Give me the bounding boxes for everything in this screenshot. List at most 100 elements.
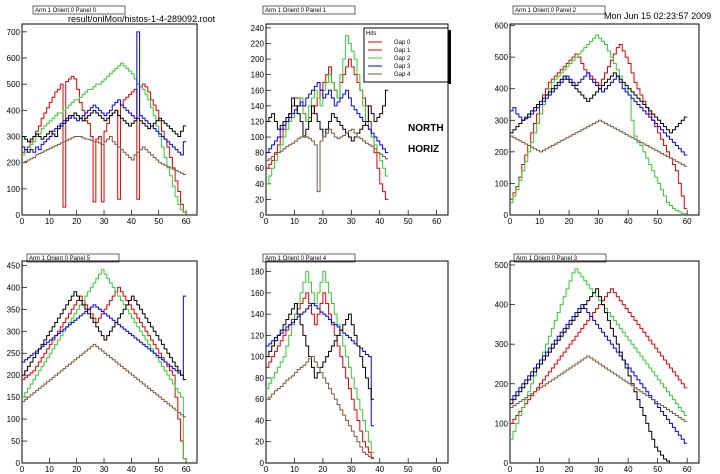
y-tick-label: 60 — [255, 395, 264, 404]
y-tick-label: 300 — [7, 327, 21, 336]
horiz-annotation: HORIZ — [408, 144, 439, 155]
y-tick-label: 120 — [251, 331, 265, 340]
y-tick-label: 80 — [255, 374, 264, 383]
series-brown — [266, 128, 389, 193]
x-tick-label: 60 — [683, 217, 692, 226]
x-tick-label: 30 — [100, 217, 109, 226]
y-tick-label: 120 — [251, 117, 265, 126]
series-brown — [22, 136, 187, 175]
x-tick-label: 40 — [624, 465, 633, 474]
timestamp-label: Mon Jun 15 02:23:57 2009 — [604, 11, 711, 21]
panel-title: Arm 1 Orient 0 Panel 3 — [516, 256, 578, 262]
y-tick-label: 20 — [255, 195, 264, 204]
x-tick-label: 30 — [347, 465, 356, 474]
x-tick-label: 0 — [508, 217, 513, 226]
panel-title-box — [26, 253, 120, 263]
y-tick-label: 200 — [251, 55, 265, 64]
series-blue — [510, 72, 688, 156]
x-tick-label: 0 — [264, 217, 269, 226]
y-tick-label: 180 — [251, 268, 265, 277]
y-tick-label: 0 — [260, 211, 265, 220]
panel-title-box — [262, 253, 356, 263]
y-tick-label: 100 — [495, 419, 509, 428]
y-tick-label: 400 — [495, 301, 509, 310]
panel-title-box — [262, 5, 356, 15]
series-black — [22, 291, 187, 381]
series-brown — [22, 343, 187, 418]
x-tick-label: 10 — [535, 465, 544, 474]
series-red — [266, 292, 375, 459]
x-tick-label: 0 — [264, 465, 269, 474]
legend-entry: Gap 2 — [394, 56, 411, 62]
x-tick-label: 50 — [653, 217, 662, 226]
x-tick-label: 60 — [432, 465, 441, 474]
y-tick-label: 100 — [495, 179, 509, 188]
plot-frame — [265, 260, 449, 464]
plot-frame — [21, 23, 198, 216]
y-tick-label: 80 — [255, 149, 264, 158]
series-green — [266, 271, 375, 453]
x-tick-label: 20 — [565, 217, 574, 226]
legend-entry: Gap 0 — [394, 40, 411, 46]
x-tick-label: 50 — [404, 465, 413, 474]
panel-5: Arm 1 Orient 0 Panel 3 0 100 200 300 400 500 0 1… — [495, 253, 700, 474]
x-tick-label: 0 — [20, 217, 25, 226]
x-tick-label: 30 — [347, 217, 356, 226]
plot-frame — [509, 23, 700, 216]
y-tick-label: 300 — [7, 133, 21, 142]
y-tick-label: 140 — [251, 310, 265, 319]
y-tick-label: 700 — [7, 28, 21, 37]
y-tick-label: 200 — [7, 371, 21, 380]
y-tick-label: 350 — [7, 305, 21, 314]
x-tick-label: 40 — [127, 465, 136, 474]
panel-title: Arm 1 Orient 0 Panel 1 — [265, 8, 327, 14]
series-blue — [266, 303, 375, 427]
y-tick-label: 240 — [251, 24, 265, 33]
series-blue — [22, 31, 187, 156]
legend-entry: Gap 4 — [394, 72, 411, 78]
y-tick-label: 600 — [495, 22, 509, 31]
x-tick-label: 10 — [290, 217, 299, 226]
panel-2: Arm 1 Orient 0 Panel 2010020030040050060… — [495, 5, 700, 226]
series-green — [510, 34, 688, 214]
y-tick-label: 300 — [495, 116, 509, 125]
x-tick-label: 10 — [535, 217, 544, 226]
panel-4: Arm 1 Orient 0 Panel 4 0 20 40 60 80 100 120 140… — [251, 253, 449, 474]
north-annotation: NORTH — [408, 123, 444, 134]
y-tick-label: 150 — [7, 393, 21, 402]
series-black — [510, 72, 688, 134]
legend: Hits Gap 0 Gap 1 Gap 2 Gap 3 Gap 4 — [363, 27, 451, 84]
y-tick-label: 0 — [504, 459, 509, 468]
series-brown — [510, 119, 688, 167]
y-tick-label: 100 — [7, 185, 21, 194]
x-tick-label: 20 — [318, 465, 327, 474]
y-tick-label: 20 — [255, 438, 264, 447]
x-tick-label: 40 — [375, 217, 384, 226]
y-tick-label: 400 — [7, 106, 21, 115]
y-tick-label: 40 — [255, 180, 264, 189]
x-tick-label: 60 — [182, 217, 191, 226]
series-green — [22, 269, 187, 460]
x-tick-label: 60 — [683, 465, 692, 474]
x-tick-label: 40 — [375, 465, 384, 474]
x-tick-label: 0 — [20, 465, 25, 474]
x-tick-label: 20 — [318, 217, 327, 226]
y-tick-label: 180 — [251, 71, 265, 80]
y-tick-label: 100 — [251, 353, 265, 362]
x-tick-label: 20 — [72, 465, 81, 474]
y-tick-label: 200 — [495, 148, 509, 157]
y-tick-label: 220 — [251, 39, 265, 48]
file-path-label: result/onlMon/histos-1-4-289092.root — [68, 14, 216, 24]
y-tick-label: 300 — [495, 340, 509, 349]
legend-entry: Gap 1 — [394, 48, 411, 54]
y-tick-label: 0 — [504, 211, 509, 220]
x-tick-label: 50 — [154, 465, 163, 474]
y-tick-label: 40 — [255, 416, 264, 425]
y-tick-label: 200 — [7, 159, 21, 168]
x-tick-label: 10 — [45, 465, 54, 474]
panel-title: Arm 1 Orient 0 Panel 4 — [265, 256, 327, 262]
plot-frame — [21, 260, 198, 464]
panel-title-box — [32, 5, 126, 15]
panel-3: Arm 1 Orient 0 Panel 5050100150200250300… — [7, 253, 198, 474]
x-tick-label: 40 — [624, 217, 633, 226]
